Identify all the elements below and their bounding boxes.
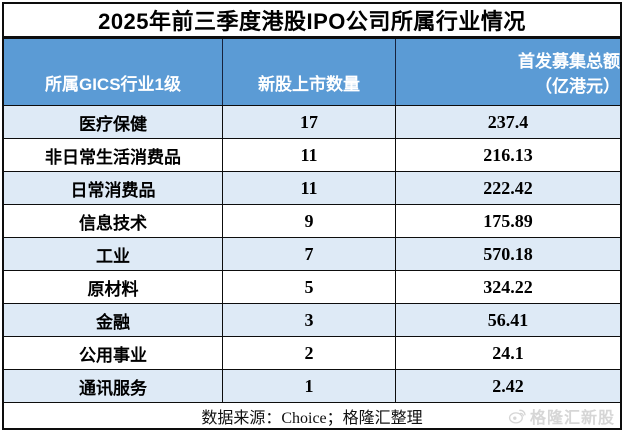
count-cell: 7 xyxy=(223,237,396,270)
amount-cell: 237.4 xyxy=(396,105,620,138)
count-cell: 3 xyxy=(223,303,396,336)
amount-cell: 56.41 xyxy=(396,303,620,336)
column-header-count: 新股上市数量 xyxy=(223,39,396,105)
column-header-amount-line2: （亿港元） xyxy=(535,77,620,96)
amount-cell: 216.13 xyxy=(396,138,620,171)
column-header-amount: 首发募集总额 （亿港元） xyxy=(396,39,620,105)
watermark-label: 格隆汇新股 xyxy=(529,409,615,427)
industry-cell: 通讯服务 xyxy=(4,369,223,402)
page-title: 2025年前三季度港股IPO公司所属行业情况 xyxy=(2,2,622,38)
amount-cell: 2.42 xyxy=(396,369,620,402)
data-source: 数据来源：Choice；格隆汇整理 xyxy=(201,409,423,427)
count-cell: 1 xyxy=(223,369,396,402)
industry-cell: 工业 xyxy=(4,237,223,270)
industry-cell: 日常消费品 xyxy=(4,171,223,204)
industry-cell: 公用事业 xyxy=(4,336,223,369)
count-cell: 11 xyxy=(223,171,396,204)
watermark: 格隆汇新股 xyxy=(508,404,615,428)
amount-cell: 570.18 xyxy=(396,237,620,270)
amount-cell: 222.42 xyxy=(396,171,620,204)
count-cell: 5 xyxy=(223,270,396,303)
count-cell: 2 xyxy=(223,336,396,369)
amount-cell: 324.22 xyxy=(396,270,620,303)
column-header-industry: 所属GICS行业1级 xyxy=(4,39,223,105)
data-table: 所属GICS行业1级 新股上市数量 首发募集总额 （亿港元） 医疗保健 17 2… xyxy=(2,38,622,430)
count-cell: 17 xyxy=(223,105,396,138)
count-cell: 11 xyxy=(223,138,396,171)
industry-cell: 信息技术 xyxy=(4,204,223,237)
amount-cell: 24.1 xyxy=(396,336,620,369)
industry-cell: 金融 xyxy=(4,303,223,336)
amount-cell: 175.89 xyxy=(396,204,620,237)
industry-cell: 原材料 xyxy=(4,270,223,303)
weibo-icon xyxy=(508,406,527,425)
table-footer: 数据来源：Choice；格隆汇整理 格隆汇新股 xyxy=(4,402,620,428)
column-header-amount-line1: 首发募集总额 xyxy=(518,52,620,71)
count-cell: 9 xyxy=(223,204,396,237)
industry-cell: 医疗保健 xyxy=(4,105,223,138)
industry-cell: 非日常生活消费品 xyxy=(4,138,223,171)
